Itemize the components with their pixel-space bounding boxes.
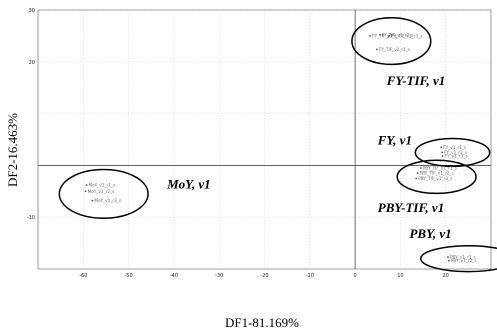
point-label: FY_TIF_v1_r2_s [382, 32, 413, 37]
data-point [419, 167, 422, 169]
x-tick-label: -50 [125, 273, 133, 279]
data-point [369, 35, 371, 37]
x-tick-label: -40 [170, 273, 178, 279]
data-point [91, 199, 94, 202]
data-point [416, 172, 419, 175]
y-tick-label: -10 [27, 215, 35, 221]
data-point [447, 256, 449, 258]
x-tick-label: -30 [215, 273, 223, 279]
data-point [375, 48, 378, 51]
group-ellipses [58, 17, 497, 273]
point-label: FY_v1_r1_s [443, 145, 466, 150]
group-ellipse [396, 159, 477, 195]
group-ellipse [58, 168, 149, 219]
group-annotations: FY-TIF, v1 FY, v1 MoY, v1 PBY-TIF, v1 PBY, v… [166, 73, 451, 241]
data-point [84, 190, 87, 193]
point-label: PBY_TIF_v1_r3_s [418, 176, 452, 181]
x-tick-label: -10 [306, 273, 314, 279]
y-axis-label: DF2-16.463% [5, 113, 20, 187]
point-label: MoY_v1_r2_s [88, 189, 115, 194]
x-tick-label: 20 [443, 273, 449, 279]
data-point [415, 177, 418, 180]
point-label: FY_TIF_v1_r3_s [391, 33, 422, 38]
data-point [388, 35, 390, 37]
data-point [379, 33, 381, 36]
x-axis-label: DF1-81.169% [225, 315, 299, 330]
group-annotation: MoY, v1 [166, 177, 211, 192]
group-annotation: PBY, v1 [409, 226, 451, 241]
point-label: PBY_v1_r2_s [451, 258, 477, 263]
point-label: FY_TIF_v1_s [372, 33, 397, 38]
data-points: FY_TIF_v1_sFY_TIF_v1_r2_sFY_TIF_v1_r3_s F… [84, 32, 477, 263]
data-point [85, 184, 88, 186]
data-point [440, 146, 443, 149]
data-point [441, 155, 444, 157]
point-label: FY_v1_r2_s [444, 150, 467, 155]
point-label: PBY_v1_r1_s [450, 255, 476, 260]
point-label: FY_v1_r3_s [445, 154, 468, 159]
data-point [447, 259, 450, 262]
y-tick-label: 20 [29, 60, 35, 66]
point-label: MoY_v1_r1_s [88, 183, 115, 188]
group-ellipse [414, 137, 491, 168]
x-tick-label: -60 [79, 273, 87, 279]
zero-axes [38, 10, 491, 269]
group-annotation: FY, v1 [377, 133, 412, 148]
point-label: FY_TIF_v1_r1_s [379, 47, 410, 52]
group-ellipse [351, 17, 432, 66]
x-tick-label: 0 [354, 273, 357, 279]
point-label: PBY_TIF_v1_r2_s [420, 171, 454, 176]
tick-labels: -60 -50 -40 -30 -20 -10 0 10 20 -10 20 30 [27, 8, 449, 279]
group-annotation: PBY-TIF, v1 [378, 200, 444, 215]
group-ellipse [420, 244, 497, 273]
point-label: PBY_TIF_v1_r1_s [423, 165, 457, 170]
group-annotation: FY-TIF, v1 [386, 73, 446, 88]
x-tick-label: -20 [260, 273, 268, 279]
point-label: MoY_v1_r3_s [94, 198, 121, 203]
y-tick-label: 30 [29, 8, 35, 14]
data-point [441, 151, 443, 154]
x-tick-label: 10 [397, 273, 403, 279]
